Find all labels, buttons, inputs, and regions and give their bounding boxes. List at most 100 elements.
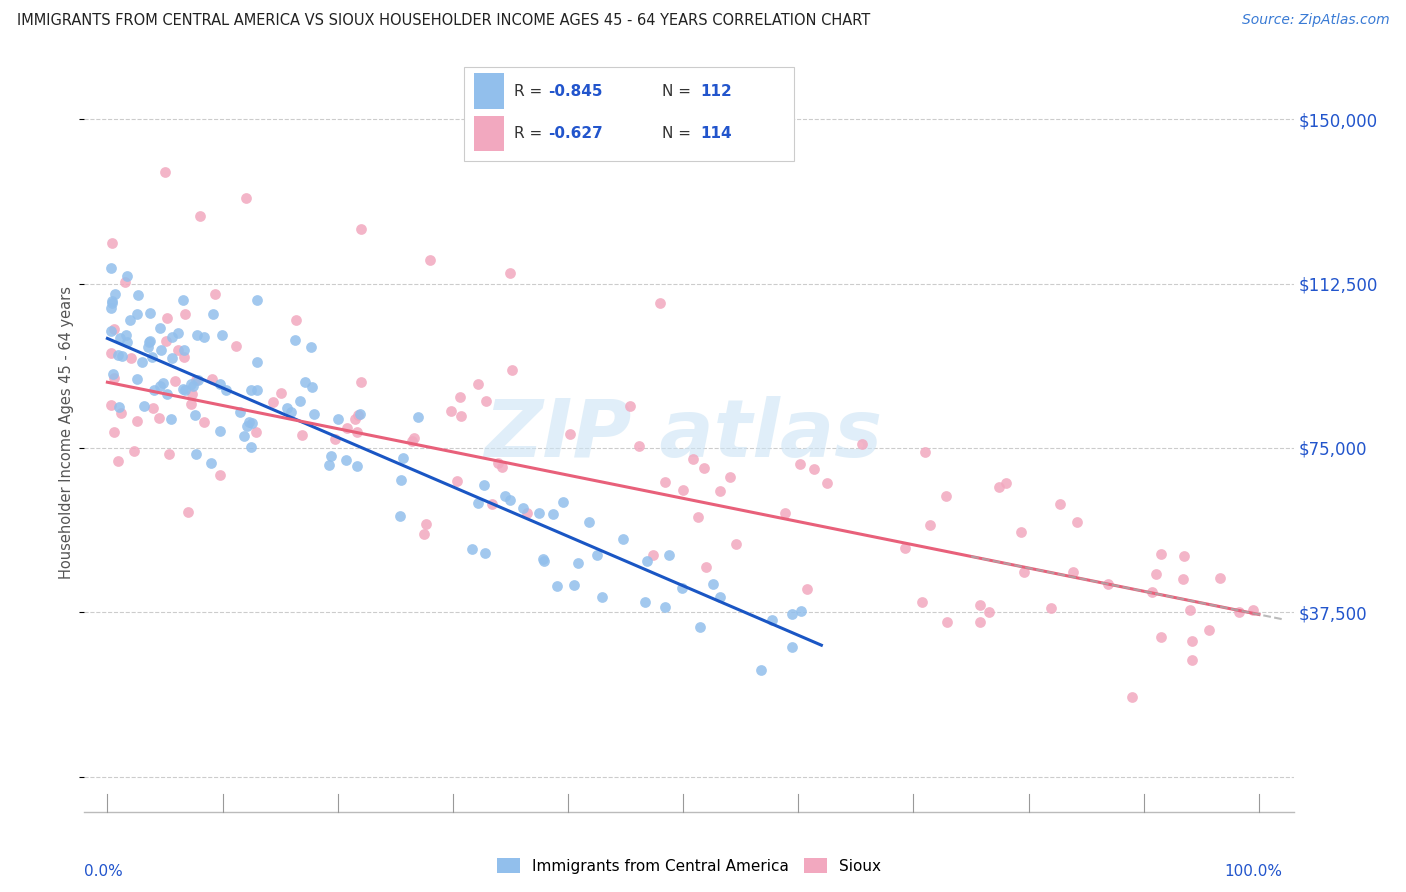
Point [215, 383, 238, 397]
Point [654, 600, 676, 615]
Point [107, 348, 129, 362]
Point [321, 449, 343, 463]
Point [533, 554, 555, 568]
Point [461, 542, 484, 557]
Point [689, 620, 711, 634]
Point [1144, 567, 1167, 582]
Point [323, 433, 346, 447]
Point [672, 483, 695, 497]
Legend: Immigrants from Central America, Sioux: Immigrants from Central America, Sioux [491, 852, 887, 880]
Point [654, 475, 676, 489]
Point [994, 475, 1017, 490]
Point [562, 578, 585, 592]
Point [612, 533, 634, 547]
Point [167, 343, 190, 358]
Point [474, 546, 496, 560]
Point [157, 447, 180, 461]
Point [475, 394, 498, 409]
Point [551, 495, 574, 509]
Point [591, 590, 613, 604]
Point [208, 376, 231, 391]
Point [201, 372, 224, 386]
Point [636, 554, 658, 568]
Point [688, 510, 710, 524]
Point [100, 301, 122, 315]
Point [143, 383, 166, 397]
Point [936, 615, 959, 629]
Bar [474, 73, 503, 109]
Point [104, 287, 127, 301]
Point [193, 330, 215, 344]
Text: N =: N = [662, 126, 696, 141]
Point [110, 406, 132, 420]
Point [619, 400, 641, 414]
Point [401, 434, 423, 449]
Point [709, 590, 731, 604]
Point [156, 386, 179, 401]
Point [139, 305, 162, 319]
Point [415, 516, 437, 531]
Point [276, 401, 298, 415]
Point [152, 376, 174, 390]
Point [180, 396, 202, 410]
Point [790, 604, 813, 618]
Point [202, 308, 225, 322]
Point [634, 595, 657, 609]
Point [155, 334, 177, 348]
Point [894, 541, 917, 555]
Point [120, 313, 142, 327]
FancyBboxPatch shape [464, 67, 794, 161]
Point [349, 407, 371, 421]
Point [238, 416, 260, 430]
Point [232, 429, 254, 443]
Point [291, 428, 314, 442]
Point [693, 460, 716, 475]
Point [450, 409, 472, 423]
Point [695, 560, 717, 574]
Point [671, 581, 693, 595]
Point [184, 373, 207, 387]
Point [117, 268, 139, 283]
Point [101, 368, 124, 382]
Point [173, 350, 195, 364]
Point [527, 506, 550, 520]
Point [280, 405, 302, 419]
Point [335, 453, 357, 467]
Point [1062, 565, 1084, 579]
Point [1010, 525, 1032, 540]
Point [142, 401, 165, 416]
Point [208, 467, 231, 482]
Point [911, 595, 934, 609]
Point [780, 607, 803, 621]
Text: Source: ZipAtlas.com: Source: ZipAtlas.com [1241, 13, 1389, 28]
Point [141, 351, 163, 365]
Point [174, 308, 197, 322]
Point [761, 613, 783, 627]
Point [343, 412, 366, 426]
Point [346, 458, 368, 473]
Point [100, 325, 122, 339]
Point [301, 380, 323, 394]
Point [650, 296, 672, 310]
Point [149, 379, 172, 393]
Point [467, 496, 489, 510]
Point [440, 404, 463, 418]
Point [1012, 565, 1035, 579]
Point [127, 307, 149, 321]
Point [702, 577, 724, 591]
Point [184, 409, 207, 423]
Text: N =: N = [662, 84, 696, 99]
Point [103, 322, 125, 336]
Point [107, 454, 129, 468]
Point [173, 384, 195, 398]
Point [725, 537, 748, 551]
Point [184, 447, 207, 461]
Point [125, 414, 148, 428]
Point [103, 425, 125, 439]
Point [160, 351, 183, 366]
Point [419, 252, 441, 267]
Point [499, 266, 522, 280]
Point [628, 439, 651, 453]
Point [186, 328, 208, 343]
Point [350, 222, 373, 236]
